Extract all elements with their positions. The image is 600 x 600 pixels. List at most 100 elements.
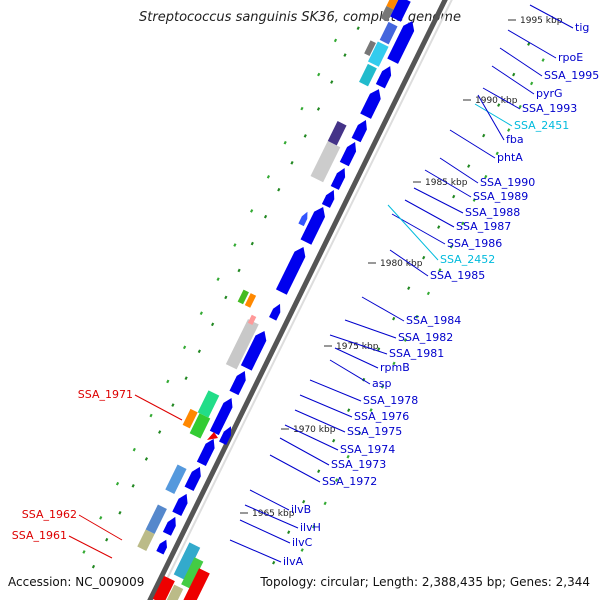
gc-dot bbox=[335, 478, 339, 482]
gc-dot bbox=[266, 175, 271, 179]
gene-accent bbox=[380, 5, 394, 22]
gene-accent bbox=[364, 40, 376, 57]
kbp-tick-label: 1975 kbp bbox=[336, 342, 379, 352]
gc-dot bbox=[149, 413, 153, 418]
gc-dot bbox=[377, 347, 381, 351]
gene-label: SSA_1993 bbox=[522, 102, 577, 115]
label-leader-line bbox=[404, 199, 455, 228]
gc-dot bbox=[283, 140, 287, 145]
gc-dot bbox=[300, 106, 304, 111]
gene-label: SSA_1981 bbox=[389, 347, 444, 360]
gc-dot bbox=[530, 81, 534, 86]
gc-dot bbox=[332, 438, 336, 443]
gc-dot bbox=[166, 379, 170, 384]
label-leader-line bbox=[474, 103, 513, 127]
kbp-tick-label: 1990 kbp bbox=[475, 96, 518, 106]
gc-dot bbox=[484, 174, 488, 179]
gene-label: SSA_1975 bbox=[347, 425, 402, 438]
gc-dot bbox=[182, 345, 187, 350]
reverse-gene bbox=[181, 568, 210, 600]
label-leader-line bbox=[529, 4, 574, 29]
gene-block bbox=[327, 121, 347, 146]
gene-block-shape bbox=[327, 121, 347, 146]
gc-dot bbox=[272, 560, 276, 565]
gc-dot bbox=[347, 408, 351, 412]
label-leader-line bbox=[482, 87, 521, 110]
gc-dot bbox=[380, 384, 385, 389]
gc-dot bbox=[171, 403, 175, 407]
gene-block bbox=[145, 504, 167, 534]
gc-dot bbox=[507, 128, 511, 132]
gene-label: SSA_1986 bbox=[447, 237, 502, 250]
label-leader-line bbox=[334, 347, 379, 369]
label-leader-line bbox=[284, 424, 339, 451]
gc-dot bbox=[392, 316, 396, 321]
gene-label: SSA_1972 bbox=[322, 475, 377, 488]
gc-dot bbox=[105, 537, 109, 542]
kbp-tick-label: 1995 kbp bbox=[520, 16, 563, 26]
label-leader-line bbox=[249, 489, 290, 511]
gene-label: SSA_1987 bbox=[456, 220, 511, 233]
gc-dot bbox=[317, 72, 321, 77]
gc-dot bbox=[250, 241, 254, 246]
gene-block-shape bbox=[367, 41, 389, 67]
label-leader-line bbox=[78, 514, 123, 541]
gene-block bbox=[165, 464, 187, 494]
label-leader-line bbox=[68, 535, 113, 559]
forward-gene bbox=[330, 167, 346, 190]
gc-dot bbox=[407, 286, 411, 290]
gene-block bbox=[137, 529, 155, 551]
gene-label: SSA_1974 bbox=[340, 443, 395, 456]
gene-block-shape bbox=[310, 141, 341, 183]
gc-dot bbox=[426, 291, 431, 296]
label-leader-line bbox=[499, 47, 543, 77]
gc-dot bbox=[403, 338, 408, 342]
gene-label: tig bbox=[575, 21, 589, 34]
label-leader-line bbox=[279, 437, 330, 466]
forward-gene-shape bbox=[351, 120, 367, 143]
forward-gene bbox=[196, 438, 215, 467]
gc-dot bbox=[452, 194, 456, 199]
gc-dot bbox=[210, 322, 215, 327]
label-leader-line bbox=[299, 394, 353, 418]
gene-block-shape bbox=[225, 319, 259, 370]
forward-gene-shape bbox=[219, 426, 232, 445]
gene-accent bbox=[237, 289, 249, 305]
gc-dot bbox=[237, 268, 241, 273]
gene-block bbox=[225, 319, 259, 370]
gene-features bbox=[137, 0, 415, 600]
gc-dot bbox=[302, 499, 306, 504]
gc-dot bbox=[216, 277, 220, 281]
forward-gene bbox=[351, 120, 367, 143]
gene-accent-shape bbox=[386, 0, 401, 10]
forward-gene-shape bbox=[300, 207, 325, 245]
gc-dot bbox=[197, 349, 201, 354]
gc-dot bbox=[356, 26, 360, 31]
gc-dot bbox=[467, 164, 471, 168]
gene-block-shape bbox=[390, 0, 411, 22]
gc-dot bbox=[438, 268, 442, 272]
gene-label: SSA_1976 bbox=[354, 410, 409, 423]
forward-gene bbox=[209, 397, 233, 436]
gene-block-shape bbox=[165, 464, 187, 494]
gc-dot bbox=[250, 209, 254, 213]
gc-dot bbox=[422, 255, 426, 260]
gene-label: rpmB bbox=[380, 361, 410, 374]
gc-dot bbox=[527, 42, 531, 46]
label-leader-line bbox=[244, 504, 299, 529]
forward-gene bbox=[375, 66, 392, 89]
gene-block bbox=[359, 63, 377, 87]
forward-gene bbox=[275, 247, 306, 295]
forward-gene-shape bbox=[339, 142, 357, 167]
reverse-gene bbox=[181, 557, 204, 589]
gene-accent bbox=[244, 293, 257, 308]
gc-dot bbox=[199, 311, 203, 316]
gene-label: ilvA bbox=[283, 555, 304, 568]
forward-gene-shape bbox=[275, 247, 306, 295]
gene-label: SSA_1985 bbox=[430, 269, 485, 282]
gene-block-shape bbox=[189, 413, 211, 439]
gc-dot bbox=[482, 133, 486, 138]
forward-gene bbox=[298, 211, 308, 227]
label-leader-line bbox=[413, 187, 464, 214]
